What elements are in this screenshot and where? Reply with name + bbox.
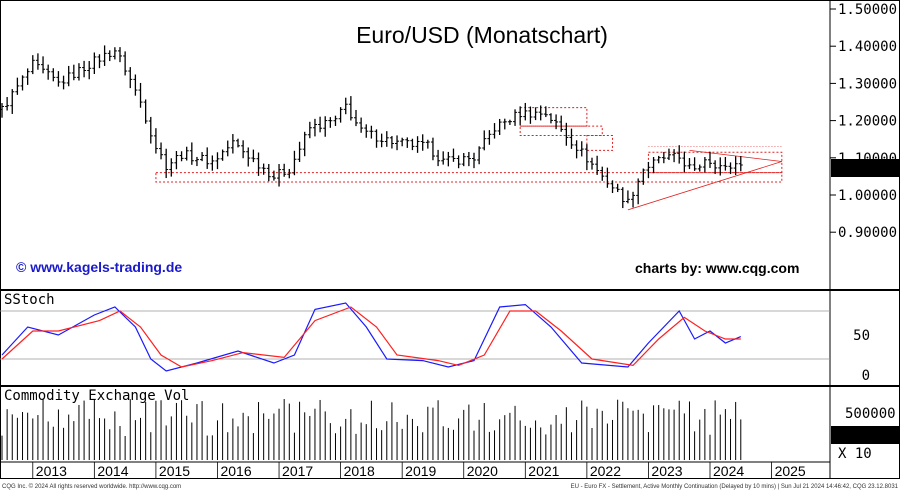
price-tick-label-2: 1.30000 [838, 76, 897, 92]
credit-right[interactable]: charts by: www.cqg.com [635, 260, 799, 276]
volume-tick-label-0: 500000 [845, 406, 896, 422]
x-tick-label-11: 2024 [713, 463, 744, 479]
x-tick-label-3: 2016 [220, 463, 251, 479]
x-tick-label-5: 2018 [344, 463, 375, 479]
volume-panel: 500000 [1, 399, 896, 460]
last-volume-box [831, 426, 899, 444]
stoch-tick-label-0: 50 [853, 328, 870, 344]
x-tick-label-4: 2017 [282, 463, 313, 479]
price-tick-label-0: 1.50000 [838, 2, 897, 18]
stoch-panel-label: SStoch [4, 292, 55, 308]
chart-title: Euro/USD (Monatschart) [356, 22, 608, 48]
annotation-box-0 [155, 172, 783, 183]
x-tick-label-2: 2015 [159, 463, 190, 479]
x-axis: 2013 2014 2015 2016 2017 2018 2019 2020 2021 2022… [32, 462, 806, 479]
footer-right: EU - Euro FX - Settlement, Active Monthl… [571, 484, 899, 490]
stoch-line-1 [1, 306, 741, 368]
price-tick-label-6: 0.90000 [838, 225, 897, 241]
ohlc-bars [0, 45, 743, 209]
x-tick-label-9: 2022 [590, 463, 621, 479]
last-price-box [831, 159, 899, 177]
chart-frame [0, 0, 900, 479]
x-tick-label-7: 2020 [467, 463, 498, 479]
last-volume-label: 266470 [840, 428, 891, 444]
stoch-panel: 50 0 [0, 302, 870, 384]
credit-left[interactable]: © www.kagels-trading.de [16, 259, 182, 275]
price-tick-label-1: 1.40000 [838, 39, 897, 55]
x-tick-label-8: 2021 [528, 463, 559, 479]
triangle-upper-line [689, 149, 782, 162]
x-tick-label-1: 2014 [97, 463, 128, 479]
x-tick-label-12: 2025 [775, 463, 806, 479]
volume-multiplier-label: X 10 [838, 446, 872, 462]
x-tick-label-6: 2019 [405, 463, 436, 479]
price-tick-label-5: 1.00000 [838, 188, 897, 204]
price-tick-label-3: 1.20000 [838, 114, 897, 130]
x-tick-label-0: 2013 [36, 463, 67, 479]
stoch-tick-label-1: 0 [862, 368, 870, 384]
price-axis: 1.500001.400001.300001.200001.100001.000… [830, 2, 897, 241]
stoch-line-0 [1, 302, 742, 372]
triangle-lower-line [627, 161, 782, 211]
volume-panel-label: Commodity Exchange Vol [4, 388, 189, 404]
footer-left: CQG Inc. © 2024 All rights reserved worl… [2, 483, 181, 490]
last-price-label: 1.09080 [835, 161, 894, 177]
x-tick-label-10: 2023 [651, 463, 682, 479]
annotation-box-3 [586, 134, 614, 151]
